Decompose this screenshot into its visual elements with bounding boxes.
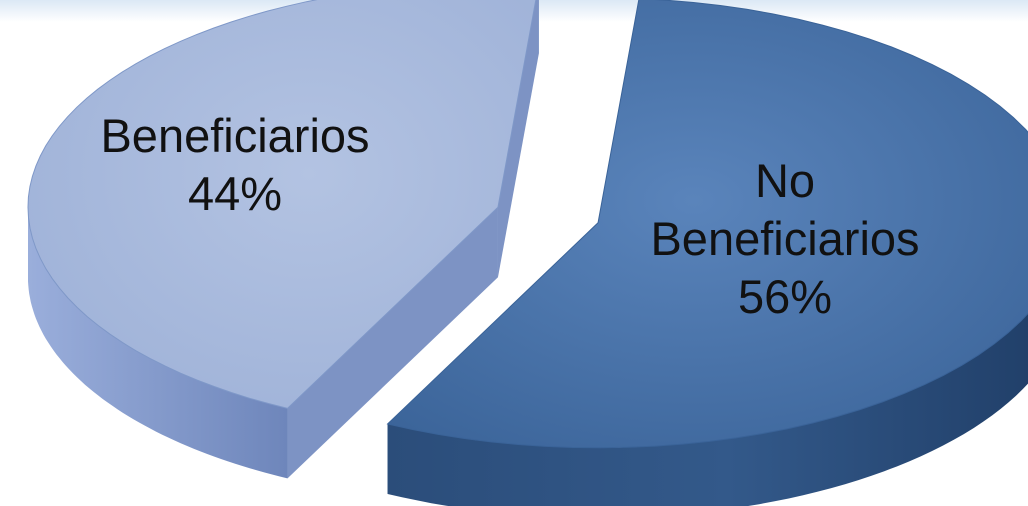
slice-name-no-beneficiarios-line1: No: [754, 154, 816, 207]
slice-name-no-beneficiarios-line2: Beneficiarios: [650, 212, 920, 265]
slice-no-beneficiarios: [386, 0, 1028, 506]
slice-name-beneficiarios: Beneficiarios: [100, 109, 370, 162]
slice-beneficiarios: [27, 0, 539, 479]
slices-layer: [27, 0, 1028, 506]
slice-percent-beneficiarios: 44%: [187, 167, 283, 220]
slice-top-face: [27, 0, 537, 409]
slice-label-beneficiarios: Beneficiarios 44%: [70, 107, 400, 223]
slice-outer-wall: [28, 207, 288, 479]
slice-percent-no-beneficiarios: 56%: [737, 270, 833, 323]
slice-label-no-beneficiarios: No Beneficiarios 56%: [620, 152, 950, 326]
slice-top-face: [386, 0, 1028, 449]
slice-outer-wall: [387, 313, 1028, 506]
slice-cut-face: [287, 207, 498, 479]
slice-cut-face: [497, 0, 539, 278]
